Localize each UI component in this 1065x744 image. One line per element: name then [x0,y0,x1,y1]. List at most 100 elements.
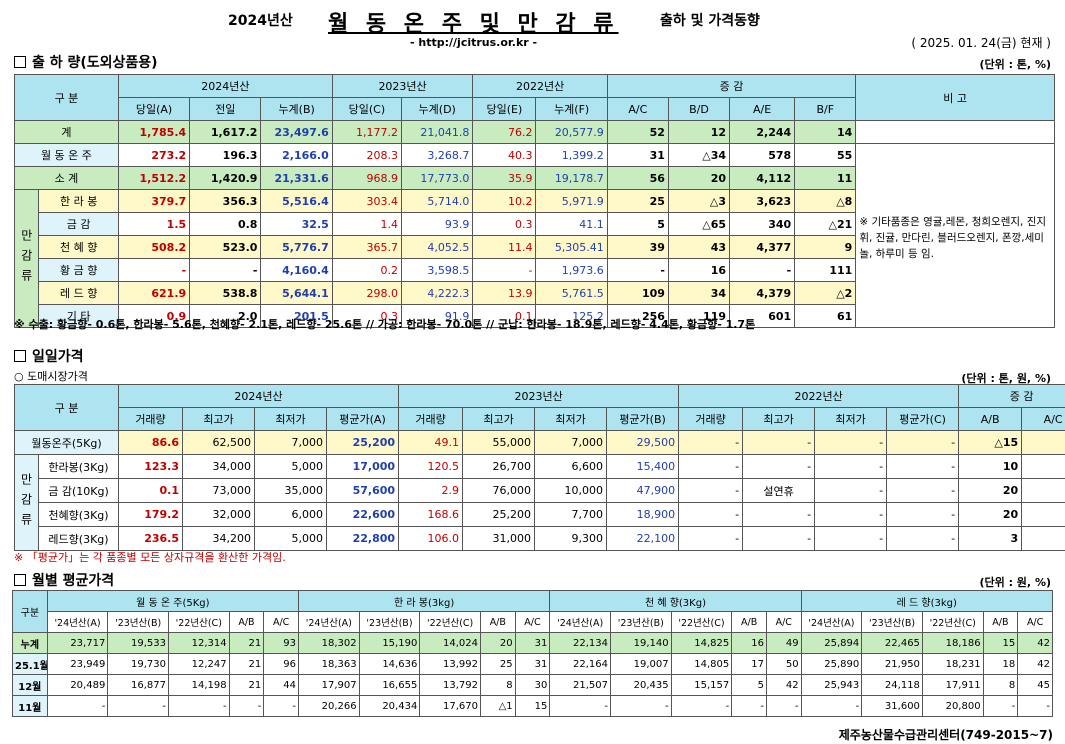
value-cell: 22,465 [861,632,923,654]
value-cell: 4,222.3 [401,281,474,305]
table-row: 소 계 1,512.2 1,420.9 21,331.6 968.9 17,773.0 35… [14,166,1055,190]
col-header: 거래량 [398,407,464,431]
row-label: 천 혜 향 [38,235,119,259]
value-cell: 125.2 [535,304,608,328]
value-cell: 13,992 [419,653,481,675]
price-note: ※ 「평균가」는 각 품종별 모든 상자규격을 환산한 가격임. [14,551,286,564]
row-label: 소 계 [14,166,119,190]
value-cell: - [263,695,299,717]
col-header: '22년산(C) [921,611,984,633]
value-cell: 49 [765,632,802,654]
value-cell: 5,000 [254,454,327,479]
value-cell: 86.6 [118,430,183,455]
value-cell: 21 [228,653,265,675]
value-cell: 119 [667,304,731,328]
value-cell: 26,700 [462,454,536,479]
table-row: 만감류 한라봉(3Kg) 123.3 34,000 5,000 17,000 120.5 26… [14,454,1065,551]
col-header: A/B [479,611,516,633]
value-cell: 23,949 [46,653,109,675]
value-cell: 47,900 [606,478,680,503]
row-label: 한라봉(3Kg) [38,454,119,479]
site-url[interactable]: - http://jcitrus.or.kr - [410,36,538,49]
value-cell: △8 [794,189,857,213]
value-cell: 25 [606,189,669,213]
value-cell: - [742,430,816,455]
value-cell: 298.0 [331,281,403,305]
col-header: 당일(A) [117,97,191,121]
section1-title: 출 하 량(도외상품용) [14,52,158,72]
section3-unit: (단위 : 원, %) [979,576,1051,589]
value-cell: 31,000 [462,526,536,551]
value-cell: - [167,695,230,717]
value-cell: 17 [731,653,767,675]
table-row: 레 드 향 621.9 538.8 5,644.1 298.0 4,222.3 13.9 5,… [15,281,1055,305]
value-cell: 106.0 [398,526,464,551]
value-cell: 16 [731,632,767,654]
value-cell: 93 [263,632,299,654]
value-cell: 201.5 [260,304,333,328]
value-cell: 5,776.7 [260,235,333,259]
value-cell: 19,140 [609,632,672,654]
value-cell: 4,112 [729,166,796,190]
checkbox-icon [14,56,26,68]
col-header: 최저가 [534,407,608,431]
value-cell: 25,890 [800,653,863,675]
value-cell: 20,266 [298,695,360,717]
value-cell: - [886,502,960,527]
col-header: '24년산(A) [549,611,611,633]
col-header: '22년산(C) [167,611,230,633]
value-cell: 24,118 [861,674,923,696]
value-cell: 20 [958,502,1023,527]
value-cell: 25,200 [462,502,536,527]
value-cell: 93.9 [401,212,474,236]
value-cell: 39 [606,235,669,259]
value-cell: - [606,258,669,282]
header-year: 2024년산 [228,13,293,29]
value-cell: 5 [606,212,669,236]
col-header: 최고가 [742,407,816,431]
value-cell: 8 [479,674,516,696]
value-cell: 12,314 [167,632,230,654]
value-cell: 42 [1017,632,1053,654]
value-cell: - [1021,430,1065,455]
value-cell: 3 [958,526,1023,551]
value-cell: 0.2 [331,258,403,282]
col-header: '24년산(A) [46,611,109,633]
value-cell: - [678,430,744,455]
value-cell: 22,800 [325,526,400,551]
value-cell: - [729,258,796,282]
value-cell: - [886,430,960,455]
value-cell: - [189,258,262,282]
value-cell: 18,302 [298,632,360,654]
value-cell: 17,907 [298,674,360,696]
value-cell: - [886,526,960,551]
value-cell: 6,600 [534,454,608,479]
mangam-label: 만감류 [13,189,40,328]
value-cell: △34 [667,143,731,167]
value-cell: 3,623 [729,189,796,213]
col-header: A/E [729,97,796,121]
value-cell: - [742,454,816,479]
value-cell: - [814,454,888,479]
value-cell: 20,434 [358,695,421,717]
value-cell: 34,200 [182,526,255,551]
value-cell: 30 [514,674,551,696]
value-cell: 4,160.4 [260,258,333,282]
value-cell: 9 [794,235,857,259]
value-cell: 23,717 [46,632,109,654]
value-cell: 21 [228,674,265,696]
row-label: 금 감 [38,212,119,236]
col-header: 최저가 [254,407,327,431]
col-header: 최저가 [814,407,888,431]
value-cell: 32,000 [182,502,255,527]
value-cell: 21,331.6 [260,166,333,190]
value-cell: 14 [794,120,857,144]
table-row: 누계 23,717 19,533 12,314 21 93 18,302 15,190 14,0… [12,632,1053,654]
col-inc: 증 감 [958,384,1065,408]
value-cell: 4,377 [729,235,796,259]
value-cell: 365.7 [331,235,403,259]
section2-unit: (단위 : 톤, 원, %) [961,372,1051,385]
value-cell: 31 [606,143,669,167]
row-label: 한 라 봉 [38,189,119,213]
value-cell: 18,231 [921,653,984,675]
